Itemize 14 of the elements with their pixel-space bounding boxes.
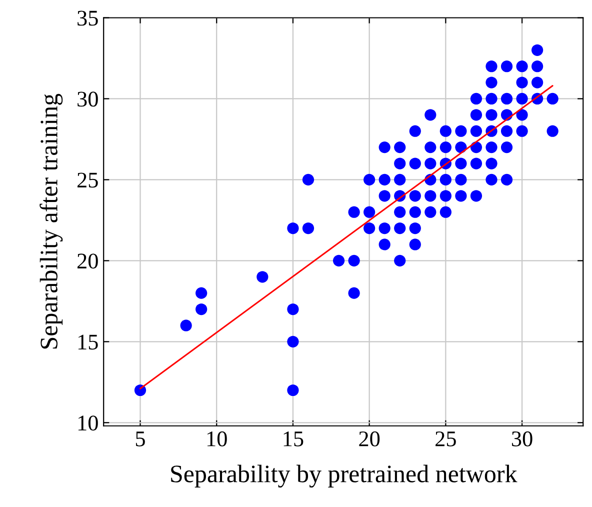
x-axis-title: Separability by pretrained network — [171, 464, 518, 488]
x-tick-label: 25 — [436, 431, 456, 446]
x-tick-label: 5 — [136, 432, 145, 446]
x-tick-label: 30 — [512, 431, 532, 446]
x-tick-label: 10 — [207, 431, 227, 446]
y-axis-title: Separability after training — [40, 94, 63, 349]
x-tick-label: 20 — [359, 431, 380, 446]
y-tick-label: 35 — [78, 10, 98, 26]
y-tick-label: 10 — [78, 416, 98, 431]
x-tick-label: 15 — [284, 431, 304, 446]
y-tick-label: 30 — [78, 92, 98, 107]
y-tick-label: 20 — [77, 254, 98, 269]
y-tick-label: 25 — [77, 172, 98, 188]
y-tick-label: 15 — [78, 334, 98, 350]
